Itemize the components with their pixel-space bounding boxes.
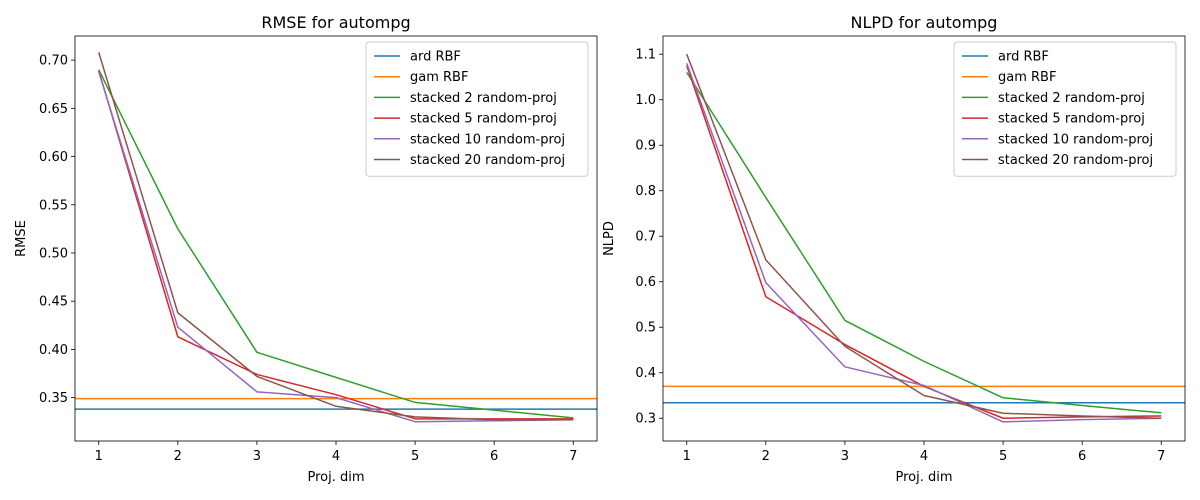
legend-label: gam RBF xyxy=(998,70,1056,85)
x-axis-label: Proj. dim xyxy=(307,470,364,485)
series-line-stacked-2-random-proj xyxy=(98,69,574,419)
x-tick-label: 4 xyxy=(332,449,340,464)
x-tick-label: 2 xyxy=(174,449,182,464)
y-tick-label: 0.4 xyxy=(635,366,656,381)
y-axis-label: NLPD xyxy=(602,221,617,256)
x-tick-label: 7 xyxy=(569,449,577,464)
y-tick-label: 0.6 xyxy=(635,275,656,290)
series-line-stacked-20-random-proj xyxy=(98,52,574,421)
y-tick-label: 0.7 xyxy=(635,230,656,245)
series-line-stacked-10-random-proj xyxy=(98,71,574,423)
legend-label: ard RBF xyxy=(410,50,461,65)
legend: ard RBF gam RBF stacked 2 random-proj stack… xyxy=(953,41,1177,177)
x-tick-label: 4 xyxy=(920,449,928,464)
y-tick-label: 0.55 xyxy=(39,198,68,213)
x-tick-label: 7 xyxy=(1157,449,1165,464)
legend: ard RBF gam RBF stacked 2 random-proj stack… xyxy=(365,41,589,177)
x-tick-label: 2 xyxy=(762,449,770,464)
axes-frame xyxy=(662,35,1186,442)
legend-label: stacked 5 random-proj xyxy=(410,112,557,127)
y-tick-label: 0.8 xyxy=(635,184,656,199)
y-tick-label: 1.0 xyxy=(635,93,656,108)
chart-panel-1: RMSE for autompg 1 2 3 4 5 6 7 0.35 0.40 0.45 0.50 0… xyxy=(14,13,598,485)
series-line-stacked-10-random-proj xyxy=(686,63,1162,423)
x-tick-label: 6 xyxy=(1078,449,1086,464)
chart-title: RMSE for autompg xyxy=(261,13,410,32)
x-tick-label: 3 xyxy=(253,449,261,464)
y-tick-label: 0.40 xyxy=(39,343,68,358)
x-tick-label: 1 xyxy=(95,449,103,464)
x-axis-label: Proj. dim xyxy=(895,470,952,485)
x-tick-label: 1 xyxy=(683,449,691,464)
legend-box xyxy=(953,41,1177,177)
legend-label: gam RBF xyxy=(410,70,468,85)
x-tick-label: 5 xyxy=(999,449,1007,464)
legend-label: stacked 2 random-proj xyxy=(410,91,557,106)
y-tick-label: 0.45 xyxy=(39,295,68,310)
y-tick-label: 0.70 xyxy=(39,54,68,69)
y-tick-label: 0.35 xyxy=(39,391,68,406)
legend-box xyxy=(365,41,589,177)
chart-title: NLPD for autompg xyxy=(851,13,998,32)
legend-label: stacked 5 random-proj xyxy=(998,112,1145,127)
y-axis-label: RMSE xyxy=(14,220,29,257)
data-layer xyxy=(663,53,1185,423)
legend-label: stacked 20 random-proj xyxy=(998,153,1153,168)
y-tick-label: 0.65 xyxy=(39,102,68,117)
x-tick-label: 3 xyxy=(841,449,849,464)
y-tick-label: 0.60 xyxy=(39,150,68,165)
chart-panel-2: NLPD for autompg 1 2 3 4 5 6 7 0.3 0.4 0.5 0.6 0.7 0.… xyxy=(602,13,1186,485)
series-line-stacked-5-random-proj xyxy=(686,65,1162,419)
legend-label: stacked 20 random-proj xyxy=(410,153,565,168)
y-tick-label: 1.1 xyxy=(635,48,656,63)
x-tick-label: 6 xyxy=(490,449,498,464)
series-line-stacked-20-random-proj xyxy=(686,53,1162,419)
legend-label: ard RBF xyxy=(998,50,1049,65)
data-layer xyxy=(75,52,597,423)
y-tick-label: 0.3 xyxy=(635,412,656,427)
axes-frame xyxy=(74,35,598,442)
x-tick-label: 5 xyxy=(411,449,419,464)
y-tick-label: 0.50 xyxy=(39,246,68,261)
series-line-stacked-2-random-proj xyxy=(686,71,1162,414)
legend-label: stacked 10 random-proj xyxy=(998,132,1153,147)
legend-label: stacked 10 random-proj xyxy=(410,132,565,147)
y-tick-label: 0.9 xyxy=(635,139,656,154)
legend-label: stacked 2 random-proj xyxy=(998,91,1145,106)
series-line-stacked-5-random-proj xyxy=(98,70,574,420)
y-tick-label: 0.5 xyxy=(635,321,656,336)
